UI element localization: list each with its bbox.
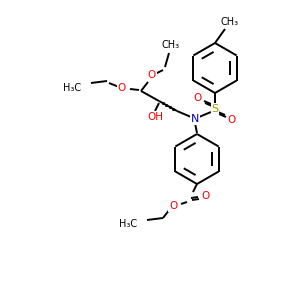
Text: O: O [169, 201, 177, 211]
Text: O: O [201, 191, 209, 201]
Text: H₃C: H₃C [119, 219, 137, 229]
Text: CH₃: CH₃ [221, 17, 239, 27]
Text: OH: OH [147, 112, 163, 122]
Text: O: O [228, 115, 236, 125]
Text: CH₃: CH₃ [162, 40, 180, 50]
Text: S: S [212, 104, 219, 114]
Text: H₃C: H₃C [63, 83, 81, 93]
Text: O: O [148, 70, 156, 80]
Text: O: O [194, 93, 202, 103]
Text: N: N [191, 114, 199, 124]
Text: O: O [118, 83, 126, 93]
